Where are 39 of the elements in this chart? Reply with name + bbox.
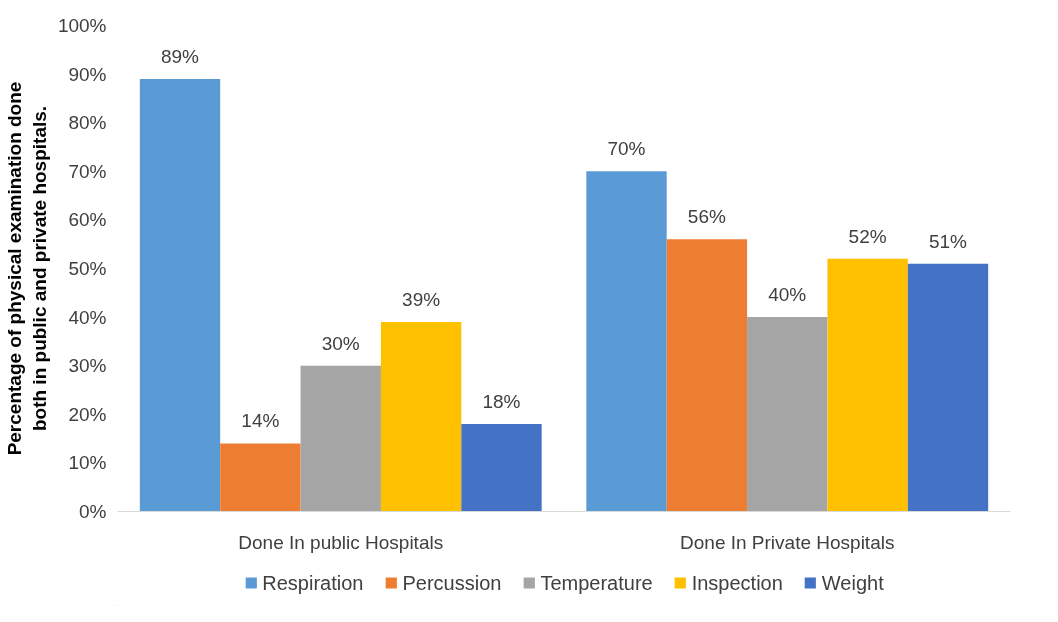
data-label: 18% xyxy=(482,391,521,413)
y-tick-label: 60% xyxy=(68,209,107,231)
data-label: 89% xyxy=(161,45,200,67)
y-tick-label: 10% xyxy=(68,452,107,474)
bar xyxy=(300,365,381,512)
y-tick-label: 0% xyxy=(79,501,107,522)
y-tick-label: 80% xyxy=(68,112,107,134)
y-axis-title: Percentage of physical examination done both in public and private hospitals. xyxy=(3,81,50,456)
bar xyxy=(380,321,462,512)
y-tick-label: 90% xyxy=(68,63,107,85)
data-label: 30% xyxy=(321,332,360,354)
y-tick-label: 20% xyxy=(68,403,107,425)
legend-label: Inspection xyxy=(691,571,783,594)
bar xyxy=(139,78,221,512)
data-label: 39% xyxy=(402,288,441,310)
legend-label: Weight xyxy=(821,571,884,594)
data-label: 52% xyxy=(848,225,887,247)
y-tick-label: 40% xyxy=(68,306,107,328)
data-label: 40% xyxy=(768,284,807,306)
bar xyxy=(827,258,908,512)
y-tick-label: 30% xyxy=(68,355,107,377)
y-tick-label: 50% xyxy=(68,258,107,279)
data-label: 51% xyxy=(928,230,968,252)
data-label: 70% xyxy=(607,138,646,160)
x-tick-label: Done In Private Hospitals xyxy=(680,531,895,553)
bar xyxy=(461,424,542,512)
y-tick-label: 70% xyxy=(68,160,107,182)
bar xyxy=(586,171,667,512)
legend-label: Respiration xyxy=(262,571,364,594)
data-label: 14% xyxy=(241,410,280,432)
bar xyxy=(220,443,301,512)
x-tick-label: Done In public Hospitals xyxy=(238,531,444,553)
bar xyxy=(747,317,828,512)
bar xyxy=(907,263,989,512)
bar xyxy=(666,239,748,512)
data-label: 56% xyxy=(687,206,726,228)
legend-label: Percussion xyxy=(402,571,502,594)
legend-label: Temperature xyxy=(540,571,653,594)
y-tick-label: 100% xyxy=(57,15,107,36)
